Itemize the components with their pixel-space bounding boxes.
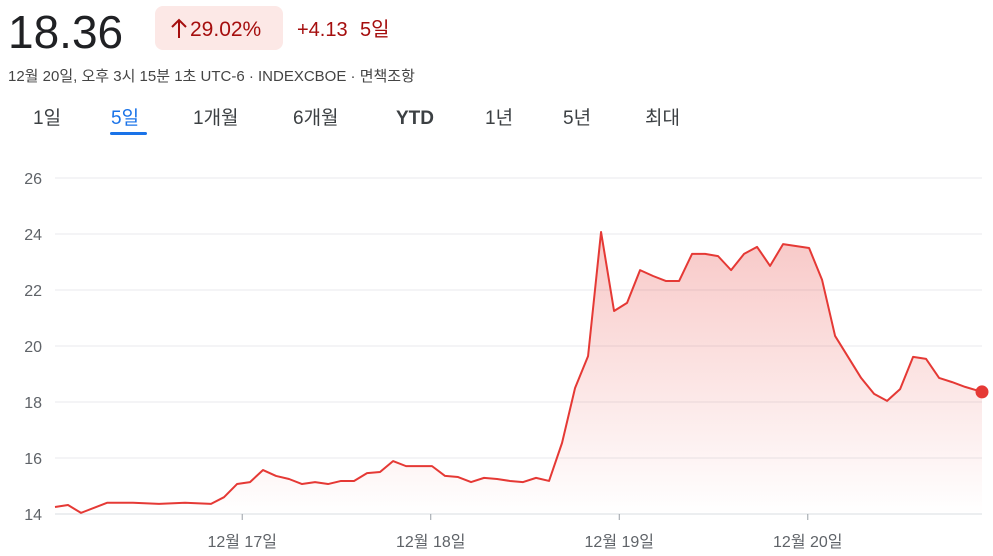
period: 5일 <box>360 18 390 41</box>
last-point <box>975 385 989 399</box>
price-line <box>54 231 983 514</box>
range-tab[interactable]: 5일 <box>111 107 139 129</box>
x-tick-label: 12월 17일 <box>207 533 276 551</box>
subtitle: 12월 20일, 오후 3시 15분 1초 UTC-6 · INDEXCBOE … <box>8 68 415 85</box>
x-tick-label: 12월 19일 <box>585 533 654 551</box>
range-tab[interactable]: 최대 <box>645 107 680 129</box>
y-tick-label: 20 <box>24 339 42 356</box>
tab-underline <box>110 132 147 135</box>
range-tab[interactable]: 1개월 <box>193 107 239 129</box>
range-tab[interactable]: YTD <box>396 108 434 129</box>
range-tabs: 1일 5일 1개월 6개월 YTD 1년 5년 최대 <box>33 107 680 135</box>
y-tick-label: 24 <box>24 227 42 244</box>
range-tab[interactable]: 5년 <box>563 107 591 129</box>
change-badge <box>155 6 283 50</box>
chart: 14 16 18 20 22 24 26 12월 17일 12월 18일 12월 19일 12월 2… <box>24 171 989 551</box>
price: 18.36 <box>8 6 123 58</box>
y-tick-label: 16 <box>24 451 42 468</box>
range-tab[interactable]: 1년 <box>485 107 513 129</box>
x-tick-label: 12월 20일 <box>773 533 842 551</box>
change-pct: 29.02% <box>190 18 261 41</box>
y-tick-label: 26 <box>24 171 42 188</box>
y-tick-label: 14 <box>24 507 42 524</box>
area <box>55 232 982 515</box>
x-tick-label: 12월 18일 <box>396 533 465 551</box>
range-tab[interactable]: 1일 <box>33 107 61 129</box>
y-tick-label: 18 <box>24 395 42 412</box>
range-tab[interactable]: 6개월 <box>293 107 339 129</box>
up-arrow-icon <box>171 18 187 38</box>
y-tick-label: 22 <box>24 283 42 300</box>
change: +4.13 <box>297 19 348 41</box>
